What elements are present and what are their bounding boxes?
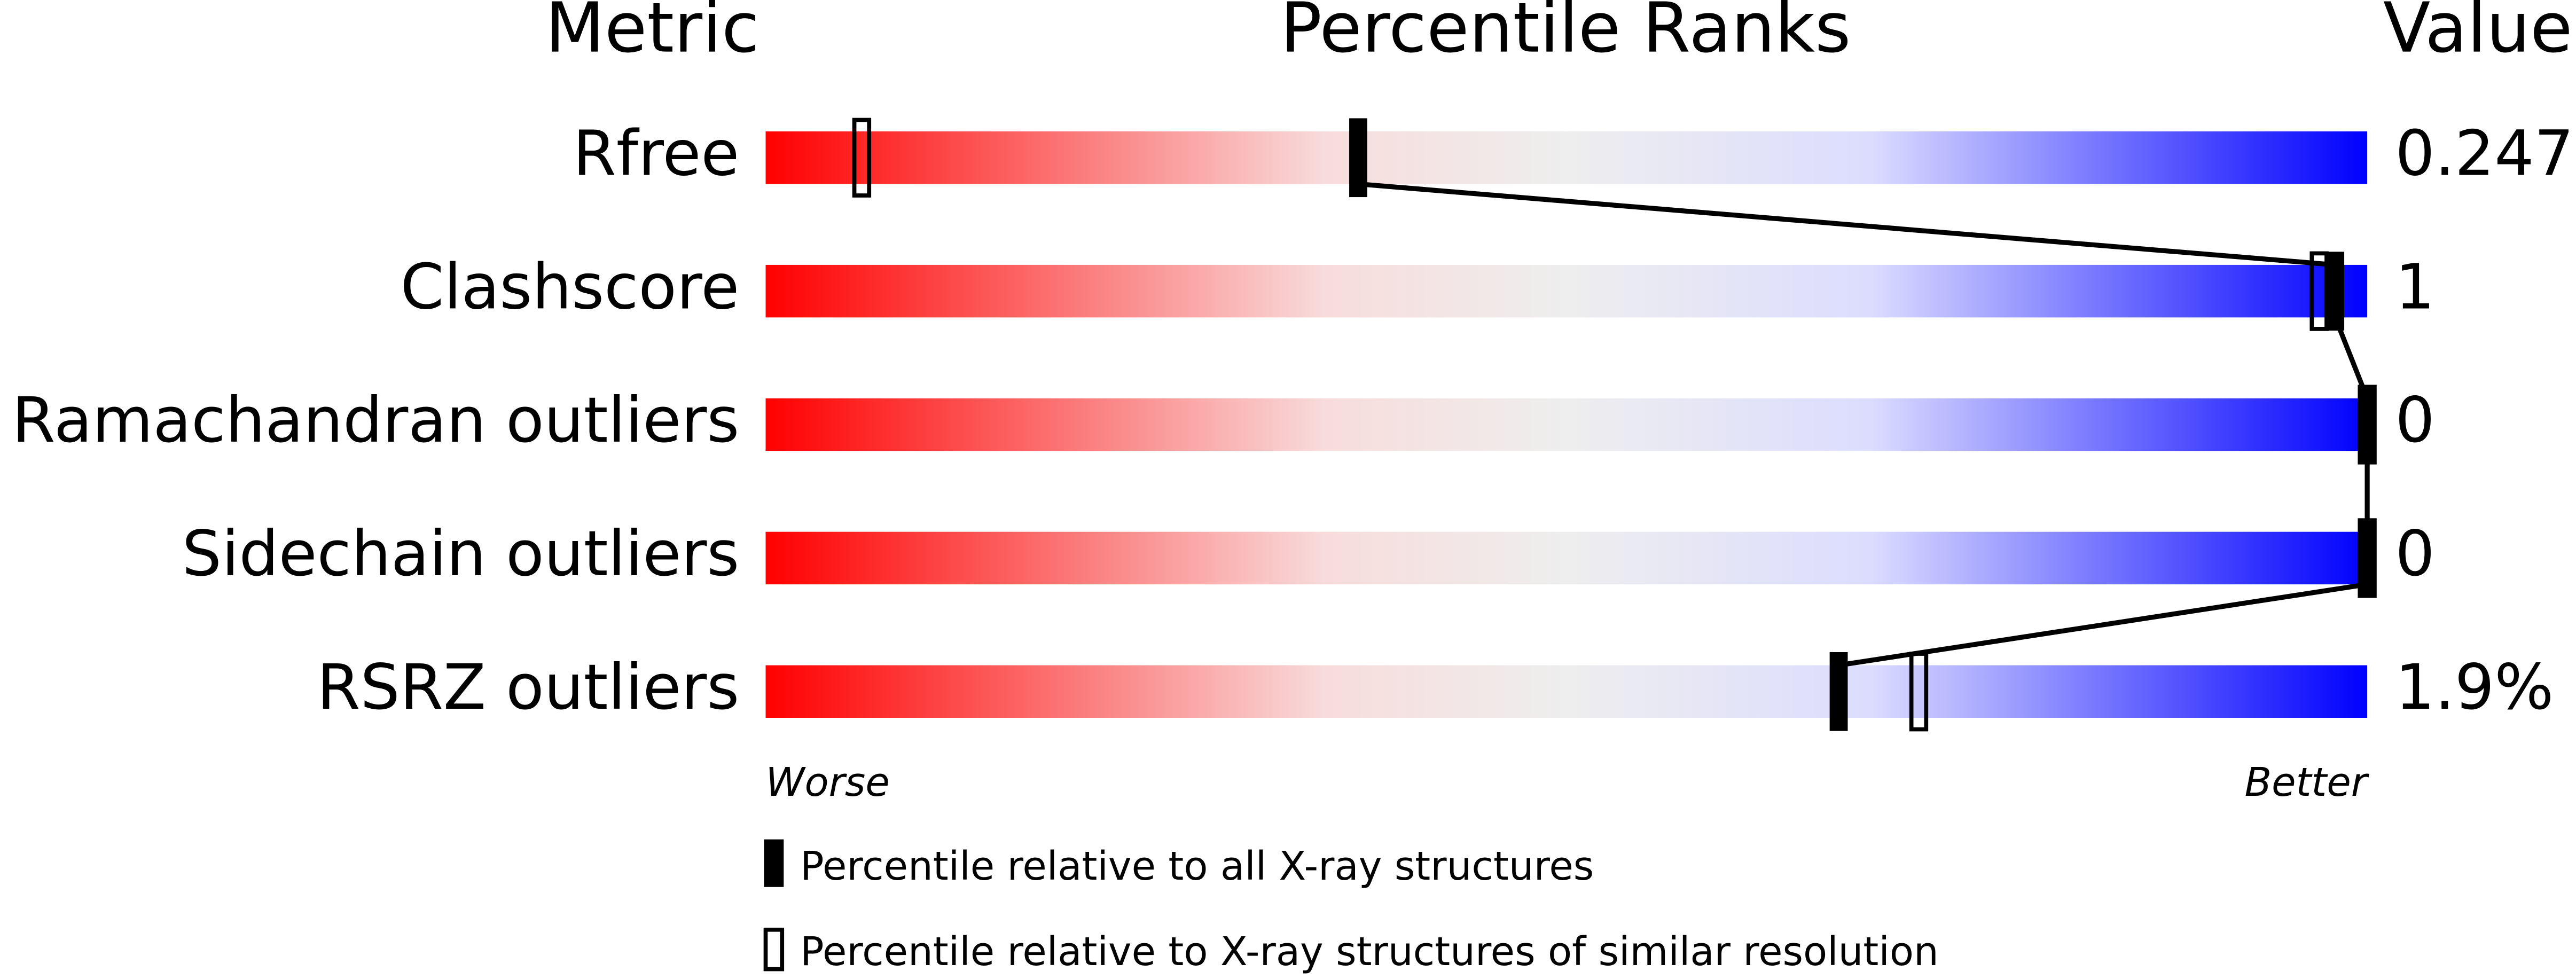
- metric-label: Sidechain outliers: [182, 518, 739, 590]
- metric-label: RSRZ outliers: [317, 651, 739, 724]
- header: Metric: [545, 0, 760, 68]
- legend-label: Percentile relative to X-ray structures …: [800, 929, 1939, 975]
- legend-swatch: [763, 927, 785, 972]
- connector: [1838, 582, 2368, 668]
- slider-bar: [765, 398, 2368, 451]
- axis-label: Worse: [765, 759, 889, 805]
- slider-bar: [765, 131, 2368, 184]
- slider-bar: [765, 665, 2368, 718]
- connector: [2332, 316, 2370, 400]
- metric-label: Clashscore: [401, 250, 740, 323]
- axis-label: Better: [2244, 759, 2369, 805]
- header: Value: [2383, 0, 2573, 68]
- connector: [1358, 181, 2336, 268]
- value-label: 0: [2395, 518, 2434, 590]
- all-marker: [2326, 252, 2345, 331]
- legend-swatch: [764, 839, 784, 887]
- header: Percentile Ranks: [1280, 0, 1851, 68]
- all-marker: [2358, 385, 2377, 464]
- all-marker: [1829, 652, 1848, 731]
- all-marker: [2358, 519, 2377, 598]
- all-marker: [1349, 118, 1367, 198]
- value-label: 1.9%: [2395, 651, 2554, 724]
- metric-label: Ramachandran outliers: [12, 384, 739, 457]
- value-label: 0: [2395, 384, 2434, 457]
- slider-bar: [765, 264, 2368, 318]
- value-label: 0.247: [2395, 117, 2574, 190]
- slider-bar: [765, 531, 2368, 585]
- similar-marker: [852, 118, 872, 198]
- value-label: 1: [2395, 250, 2434, 323]
- legend-label: Percentile relative to all X-ray structu…: [800, 843, 1594, 889]
- metric-label: Rfree: [573, 117, 740, 190]
